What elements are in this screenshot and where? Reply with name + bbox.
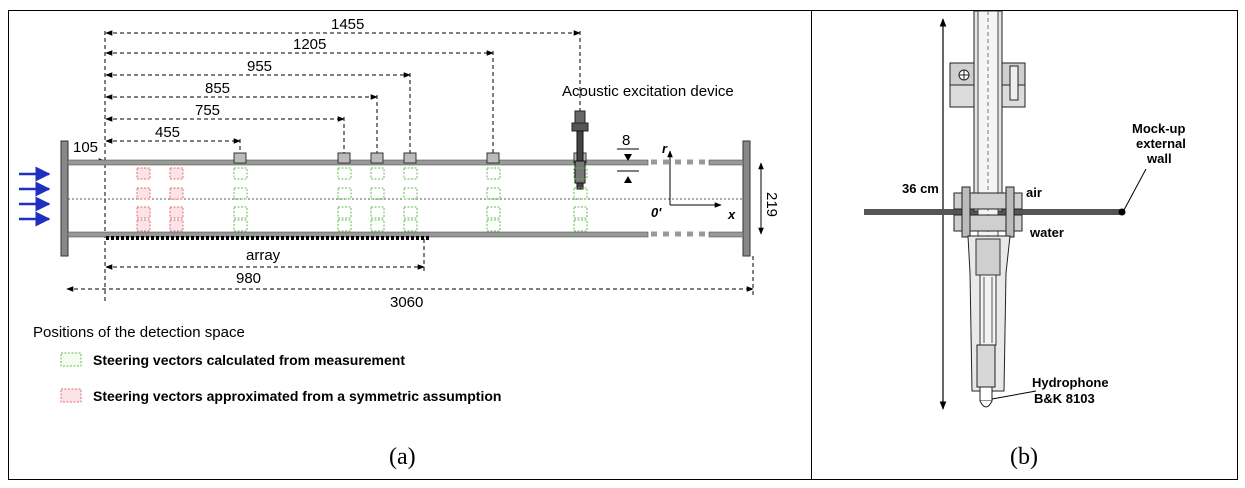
wall-label-line2: external — [1136, 136, 1186, 151]
dim-label-755: 755 — [195, 102, 220, 119]
wall-flange — [953, 186, 1023, 238]
red-detection-positions — [136, 167, 184, 232]
dim-label-3060: 3060 — [390, 294, 423, 311]
acoustic-excitation-device — [571, 110, 589, 190]
length-label: 36 cm — [902, 181, 939, 196]
pipe-bottom-wall — [67, 231, 744, 238]
dim-label-105: 105 — [73, 139, 98, 156]
pipe-top-wall — [67, 159, 744, 166]
dimension-1205: 1205 — [105, 36, 494, 156]
hydrophone-leader-line — [991, 390, 1037, 400]
right-flange — [742, 140, 751, 257]
water-label: water — [1029, 225, 1064, 240]
dimension-3060: 3060 — [66, 256, 754, 311]
dim-label-980: 980 — [236, 270, 261, 287]
dimension-8: 8 — [617, 132, 639, 183]
probe-tube — [973, 11, 1003, 251]
hydrophone-label-line2: B&K 8103 — [1034, 391, 1095, 406]
legend-red-label: Steering vectors approximated from a sym… — [93, 388, 501, 404]
dim-label-1455: 1455 — [331, 16, 364, 33]
wall-label-line1: Mock-up — [1132, 121, 1186, 136]
hydrophone-label-line1: Hydrophone — [1032, 375, 1109, 390]
legend-green-swatch — [60, 352, 82, 367]
legend: Positions of the detection space Steerin… — [33, 324, 501, 404]
flow-arrows — [19, 166, 51, 227]
hydrophone — [976, 344, 996, 408]
dim-label-219: 219 — [763, 192, 780, 217]
legend-title: Positions of the detection space — [33, 324, 245, 341]
dimension-855: 855 — [105, 80, 378, 156]
probe-diagram: 36 cm Mock-up external wall air water — [864, 11, 1186, 410]
legend-green-label: Steering vectors calculated from measure… — [93, 352, 405, 368]
origin-label: 0' — [651, 205, 662, 220]
dim-label-855: 855 — [205, 80, 230, 97]
panel-a-test-section: 1455 1205 955 855 755 455 1 — [8, 10, 812, 480]
left-flange — [60, 140, 69, 257]
panel-b-probe-detail: 36 cm Mock-up external wall air water — [811, 10, 1238, 480]
dimension-219: 219 — [758, 162, 780, 235]
device-label: Acoustic excitation device — [562, 83, 734, 100]
wall-leader-line — [1123, 168, 1147, 211]
test-section-diagram: 1455 1205 955 855 755 455 1 — [19, 16, 780, 404]
dimension-755: 755 — [105, 102, 345, 156]
caption-b: (b) — [1010, 444, 1038, 470]
dim-label-8: 8 — [622, 132, 630, 149]
wall-label-line3: wall — [1146, 151, 1172, 166]
green-detection-positions — [233, 167, 588, 232]
r-axis-label: r — [662, 141, 668, 156]
wall-marker — [1118, 208, 1126, 216]
air-label: air — [1026, 185, 1042, 200]
dim-label-955: 955 — [247, 58, 272, 75]
dimension-955: 955 — [105, 58, 411, 156]
caption-a: (a) — [389, 444, 416, 470]
dimension-105: 105 — [69, 139, 106, 164]
dimension-455: 455 — [105, 124, 241, 156]
dim-label-455: 455 — [155, 124, 180, 141]
dimension-980: 980 — [105, 239, 425, 287]
legend-red-swatch — [60, 388, 82, 403]
array-label: array — [246, 247, 281, 264]
x-axis-label: x — [727, 207, 736, 222]
coordinate-axes: r x 0' — [651, 141, 736, 222]
dim-label-1205: 1205 — [293, 36, 326, 53]
